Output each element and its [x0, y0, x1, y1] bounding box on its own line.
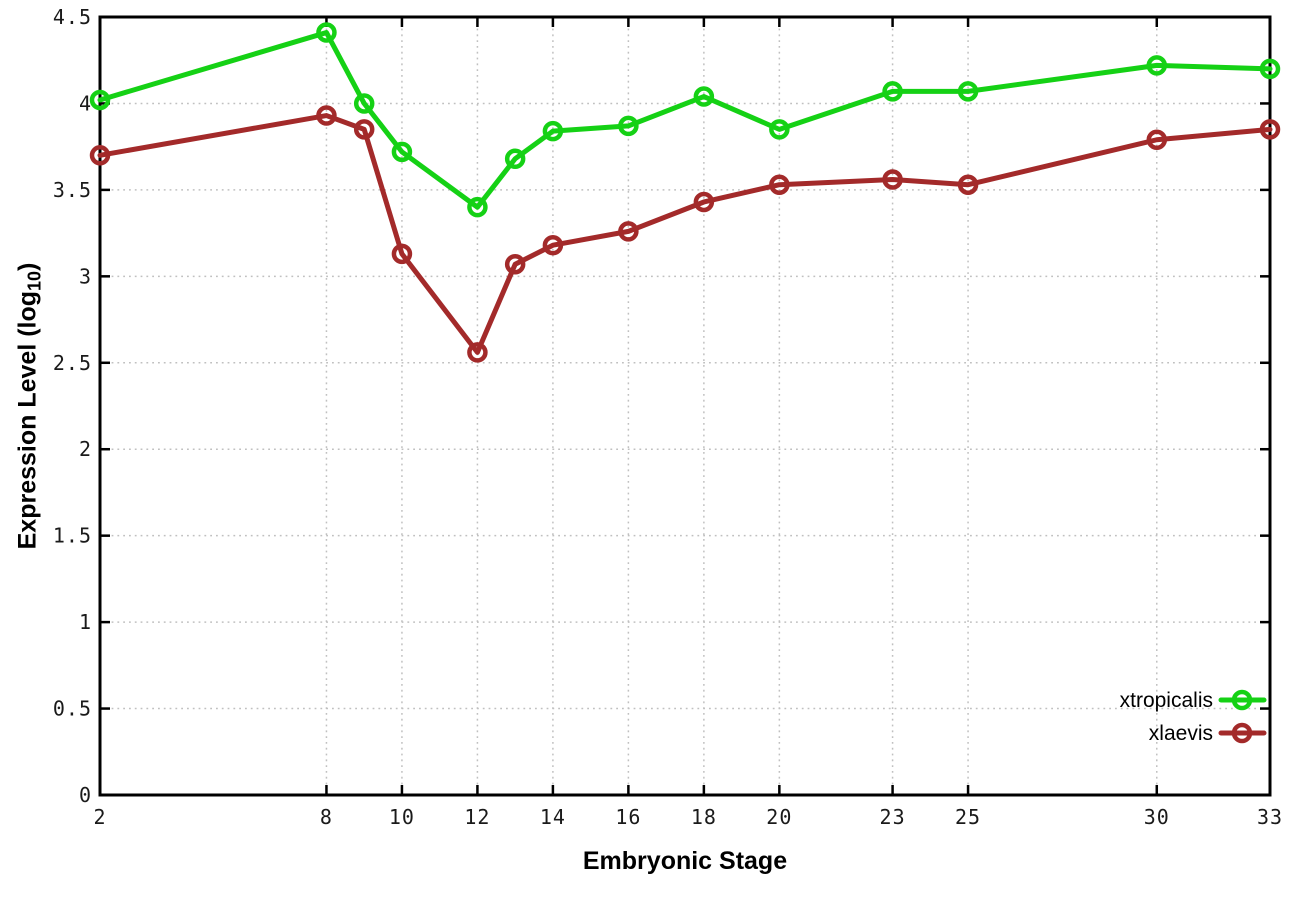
marker-xtropicalis-stage-2	[89, 89, 111, 111]
x-tick-label-18: 18	[691, 805, 717, 829]
y-tick-label-1: 1	[79, 610, 92, 634]
x-tick-label-23: 23	[880, 805, 906, 829]
marker-xlaevis-stage-23	[882, 169, 903, 190]
y-tick-label-4: 4	[79, 91, 92, 115]
y-axis-title-suffix: )	[13, 262, 42, 271]
marker-xtropicalis-stage-9	[353, 93, 375, 114]
marker-xtropicalis-stage-16	[618, 115, 639, 137]
legend-label-xtropicalis: xtropicalis	[1120, 689, 1213, 712]
y-axis-title-subscript: 10	[24, 270, 45, 291]
y-axis-title-text: Expression Level (log	[13, 290, 42, 550]
marker-xlaevis-stage-25	[957, 174, 979, 195]
x-tick-label-14: 14	[540, 805, 566, 829]
x-tick-label-25: 25	[955, 805, 981, 829]
marker-xtropicalis-stage-10	[391, 141, 413, 163]
y-tick-label-0: 0	[79, 783, 92, 807]
marker-xlaevis-stage-20	[769, 174, 790, 195]
y-tick-label-3.5: 3.5	[53, 178, 92, 202]
legend-label-xlaevis: xlaevis	[1149, 722, 1213, 745]
marker-xlaevis-stage-13	[504, 253, 526, 275]
marker-xtropicalis-stage-30	[1146, 55, 1168, 76]
x-tick-label-2: 2	[93, 805, 106, 829]
marker-xtropicalis-stage-14	[542, 120, 564, 142]
y-tick-label-1.5: 1.5	[53, 524, 92, 548]
marker-xtropicalis-stage-13	[504, 148, 526, 170]
marker-xlaevis-stage-18	[693, 191, 715, 213]
marker-xtropicalis-stage-18	[693, 86, 715, 107]
marker-xtropicalis-stage-20	[769, 119, 790, 140]
plot-border	[98, 15, 1272, 797]
series-line-xlaevis	[97, 113, 1273, 355]
legend-marker-xlaevis	[1231, 722, 1253, 744]
marker-xlaevis-stage-8	[316, 105, 337, 126]
marker-xlaevis-stage-12	[467, 342, 488, 363]
marker-xlaevis-stage-33	[1259, 119, 1281, 140]
y-axis-title: Expression Level (log10)	[13, 262, 45, 550]
x-tick-label-20: 20	[766, 805, 792, 829]
marker-xlaevis-stage-10	[391, 243, 413, 265]
marker-xtropicalis-stage-25	[957, 81, 979, 102]
y-tick-label-0.5: 0.5	[53, 697, 92, 721]
y-tick-label-4.5: 4.5	[53, 5, 92, 29]
x-tick-label-8: 8	[320, 805, 333, 829]
series-line-xtropicalis	[97, 30, 1273, 210]
marker-xlaevis-stage-14	[542, 234, 564, 256]
marker-xlaevis-stage-2	[89, 145, 111, 166]
marker-xlaevis-stage-30	[1146, 129, 1168, 151]
y-tick-label-3: 3	[79, 264, 92, 288]
marker-xlaevis-stage-16	[618, 221, 639, 242]
x-tick-label-10: 10	[389, 805, 415, 829]
x-tick-label-30: 30	[1144, 805, 1170, 829]
marker-xtropicalis-stage-23	[882, 81, 903, 102]
marker-xtropicalis-stage-12	[467, 196, 488, 218]
marker-xtropicalis-stage-8	[316, 22, 337, 43]
marker-xtropicalis-stage-33	[1259, 58, 1281, 80]
marker-xlaevis-stage-9	[353, 119, 375, 140]
x-tick-label-12: 12	[464, 805, 490, 829]
legend-marker-xtropicalis	[1231, 689, 1253, 711]
x-axis-title: Embryonic Stage	[582, 847, 788, 875]
x-tick-label-16: 16	[615, 805, 641, 829]
y-tick-label-2.5: 2.5	[53, 351, 92, 375]
x-tick-label-33: 33	[1257, 805, 1283, 829]
y-tick-label-2: 2	[79, 437, 92, 461]
